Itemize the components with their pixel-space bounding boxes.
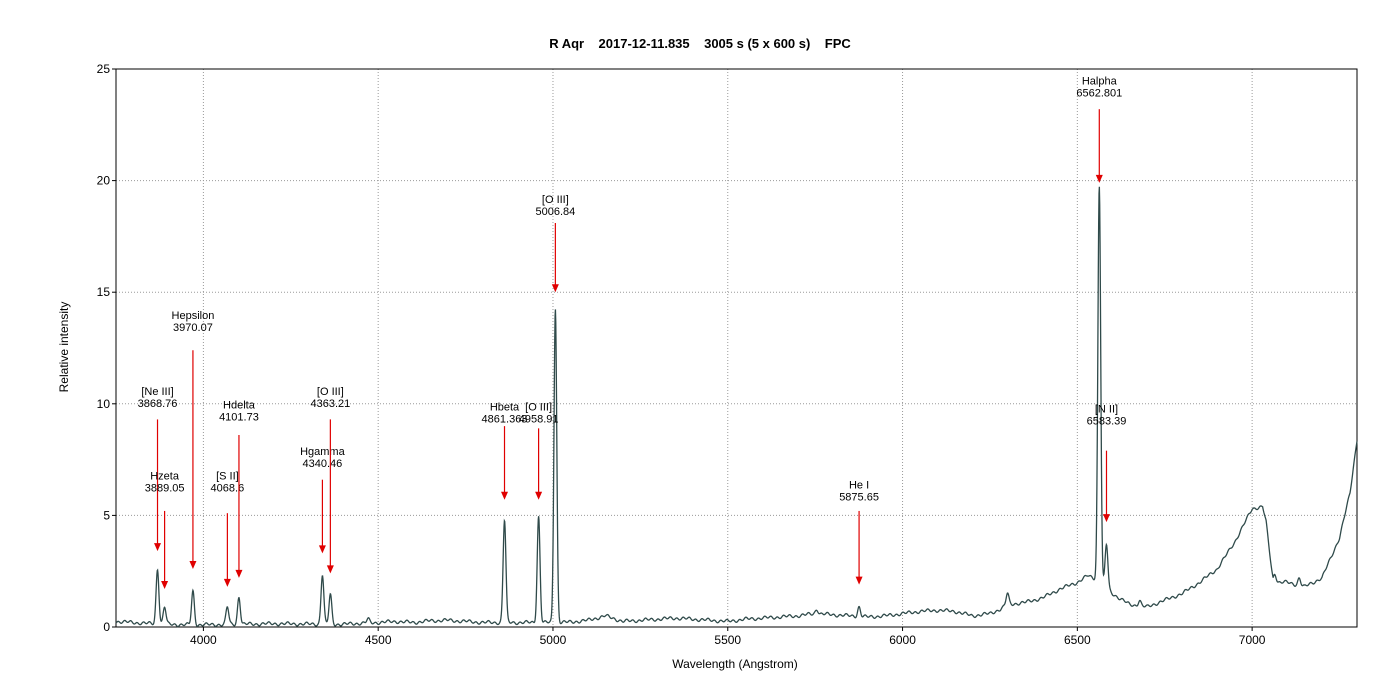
annotation-wavelength: 5875.65 bbox=[839, 492, 879, 504]
annotation-label: Hbeta bbox=[490, 401, 520, 413]
annotation-arrow-head bbox=[318, 545, 326, 554]
annotation-arrow-head bbox=[223, 578, 231, 587]
annotation-label: [O III] bbox=[525, 401, 552, 413]
y-tick-label: 0 bbox=[103, 620, 110, 634]
annotation-label: [S II] bbox=[216, 471, 239, 483]
annotation-wavelength: 3970.07 bbox=[173, 322, 213, 334]
annotation-wavelength: 3889.05 bbox=[145, 483, 185, 495]
annotation-3: [S II]4068.6 bbox=[211, 471, 245, 587]
annotation-wavelength: 5006.84 bbox=[535, 206, 575, 218]
annotation-label: Halpha bbox=[1082, 76, 1118, 88]
annotation-arrow-head bbox=[1102, 514, 1110, 523]
annotation-arrow-head bbox=[326, 565, 334, 574]
annotation-6: [O III]4363.21 bbox=[310, 386, 350, 574]
annotation-0: [Ne III]3868.76 bbox=[138, 386, 178, 552]
x-tick-label: 4500 bbox=[365, 633, 392, 647]
y-tick-label: 10 bbox=[97, 397, 111, 411]
chart-title: R Aqr 2017-12-11.835 3005 s (5 x 600 s) … bbox=[549, 36, 851, 51]
annotation-arrow-head bbox=[161, 581, 169, 590]
y-tick-label: 15 bbox=[97, 285, 111, 299]
annotation-9: [O III]5006.84 bbox=[535, 194, 575, 293]
plot-frame bbox=[115, 68, 1358, 628]
annotation-arrow-head bbox=[1095, 174, 1103, 183]
grid bbox=[116, 69, 1357, 627]
annotation-wavelength: 6583.39 bbox=[1087, 416, 1127, 428]
annotation-label: Hdelta bbox=[223, 399, 256, 411]
annotation-label: [O III] bbox=[317, 386, 344, 398]
annotation-wavelength: 4101.73 bbox=[219, 411, 259, 423]
annotation-label: Hgamma bbox=[300, 446, 346, 458]
x-tick-label: 4000 bbox=[190, 633, 217, 647]
line-annotations: [Ne III]3868.76Hzeta3889.05Hepsilon3970.… bbox=[138, 76, 1127, 590]
annotation-arrow-head bbox=[551, 284, 559, 293]
spectrum-line bbox=[115, 186, 1358, 628]
x-tick-label: 5500 bbox=[714, 633, 741, 647]
annotation-wavelength: 6562.801 bbox=[1076, 88, 1122, 100]
annotation-arrow-head bbox=[535, 491, 543, 500]
y-tick-label: 5 bbox=[103, 508, 110, 522]
annotation-label: [O III] bbox=[542, 194, 569, 206]
y-axis-label: Relative intensity bbox=[57, 302, 71, 393]
annotation-arrow-head bbox=[189, 560, 197, 569]
annotation-arrow-head bbox=[154, 543, 162, 552]
annotation-wavelength: 3868.76 bbox=[138, 398, 178, 410]
annotation-wavelength: 4861.363 bbox=[482, 413, 528, 425]
x-tick-label: 7000 bbox=[1239, 633, 1266, 647]
annotation-label: [Ne III] bbox=[141, 386, 173, 398]
annotation-wavelength: 4363.21 bbox=[310, 398, 350, 410]
annotation-12: [N II]6583.39 bbox=[1087, 404, 1127, 523]
annotation-arrow-head bbox=[235, 569, 243, 578]
annotation-arrow-head bbox=[501, 491, 509, 500]
annotation-wavelength: 4340.46 bbox=[303, 458, 343, 470]
annotation-label: Hzeta bbox=[150, 471, 180, 483]
annotation-8: [O III]4958.91 bbox=[519, 401, 559, 500]
x-axis-ticks: 4000 4500 5000 5500 6000 6500 7000 bbox=[190, 627, 1266, 647]
y-tick-label: 20 bbox=[97, 174, 111, 188]
x-tick-label: 6500 bbox=[1064, 633, 1091, 647]
annotation-label: Hepsilon bbox=[172, 310, 215, 322]
annotation-label: He I bbox=[849, 480, 869, 492]
y-axis-ticks: 0 5 10 15 20 25 bbox=[97, 62, 116, 634]
annotation-wavelength: 4068.6 bbox=[211, 483, 245, 495]
annotation-arrow-head bbox=[855, 576, 863, 585]
y-tick-label: 25 bbox=[97, 62, 111, 76]
x-tick-label: 5000 bbox=[540, 633, 567, 647]
annotation-label: [N II] bbox=[1095, 404, 1118, 416]
x-tick-label: 6000 bbox=[889, 633, 916, 647]
annotation-wavelength: 4958.91 bbox=[519, 413, 559, 425]
x-axis-label: Wavelength (Angstrom) bbox=[672, 657, 798, 671]
